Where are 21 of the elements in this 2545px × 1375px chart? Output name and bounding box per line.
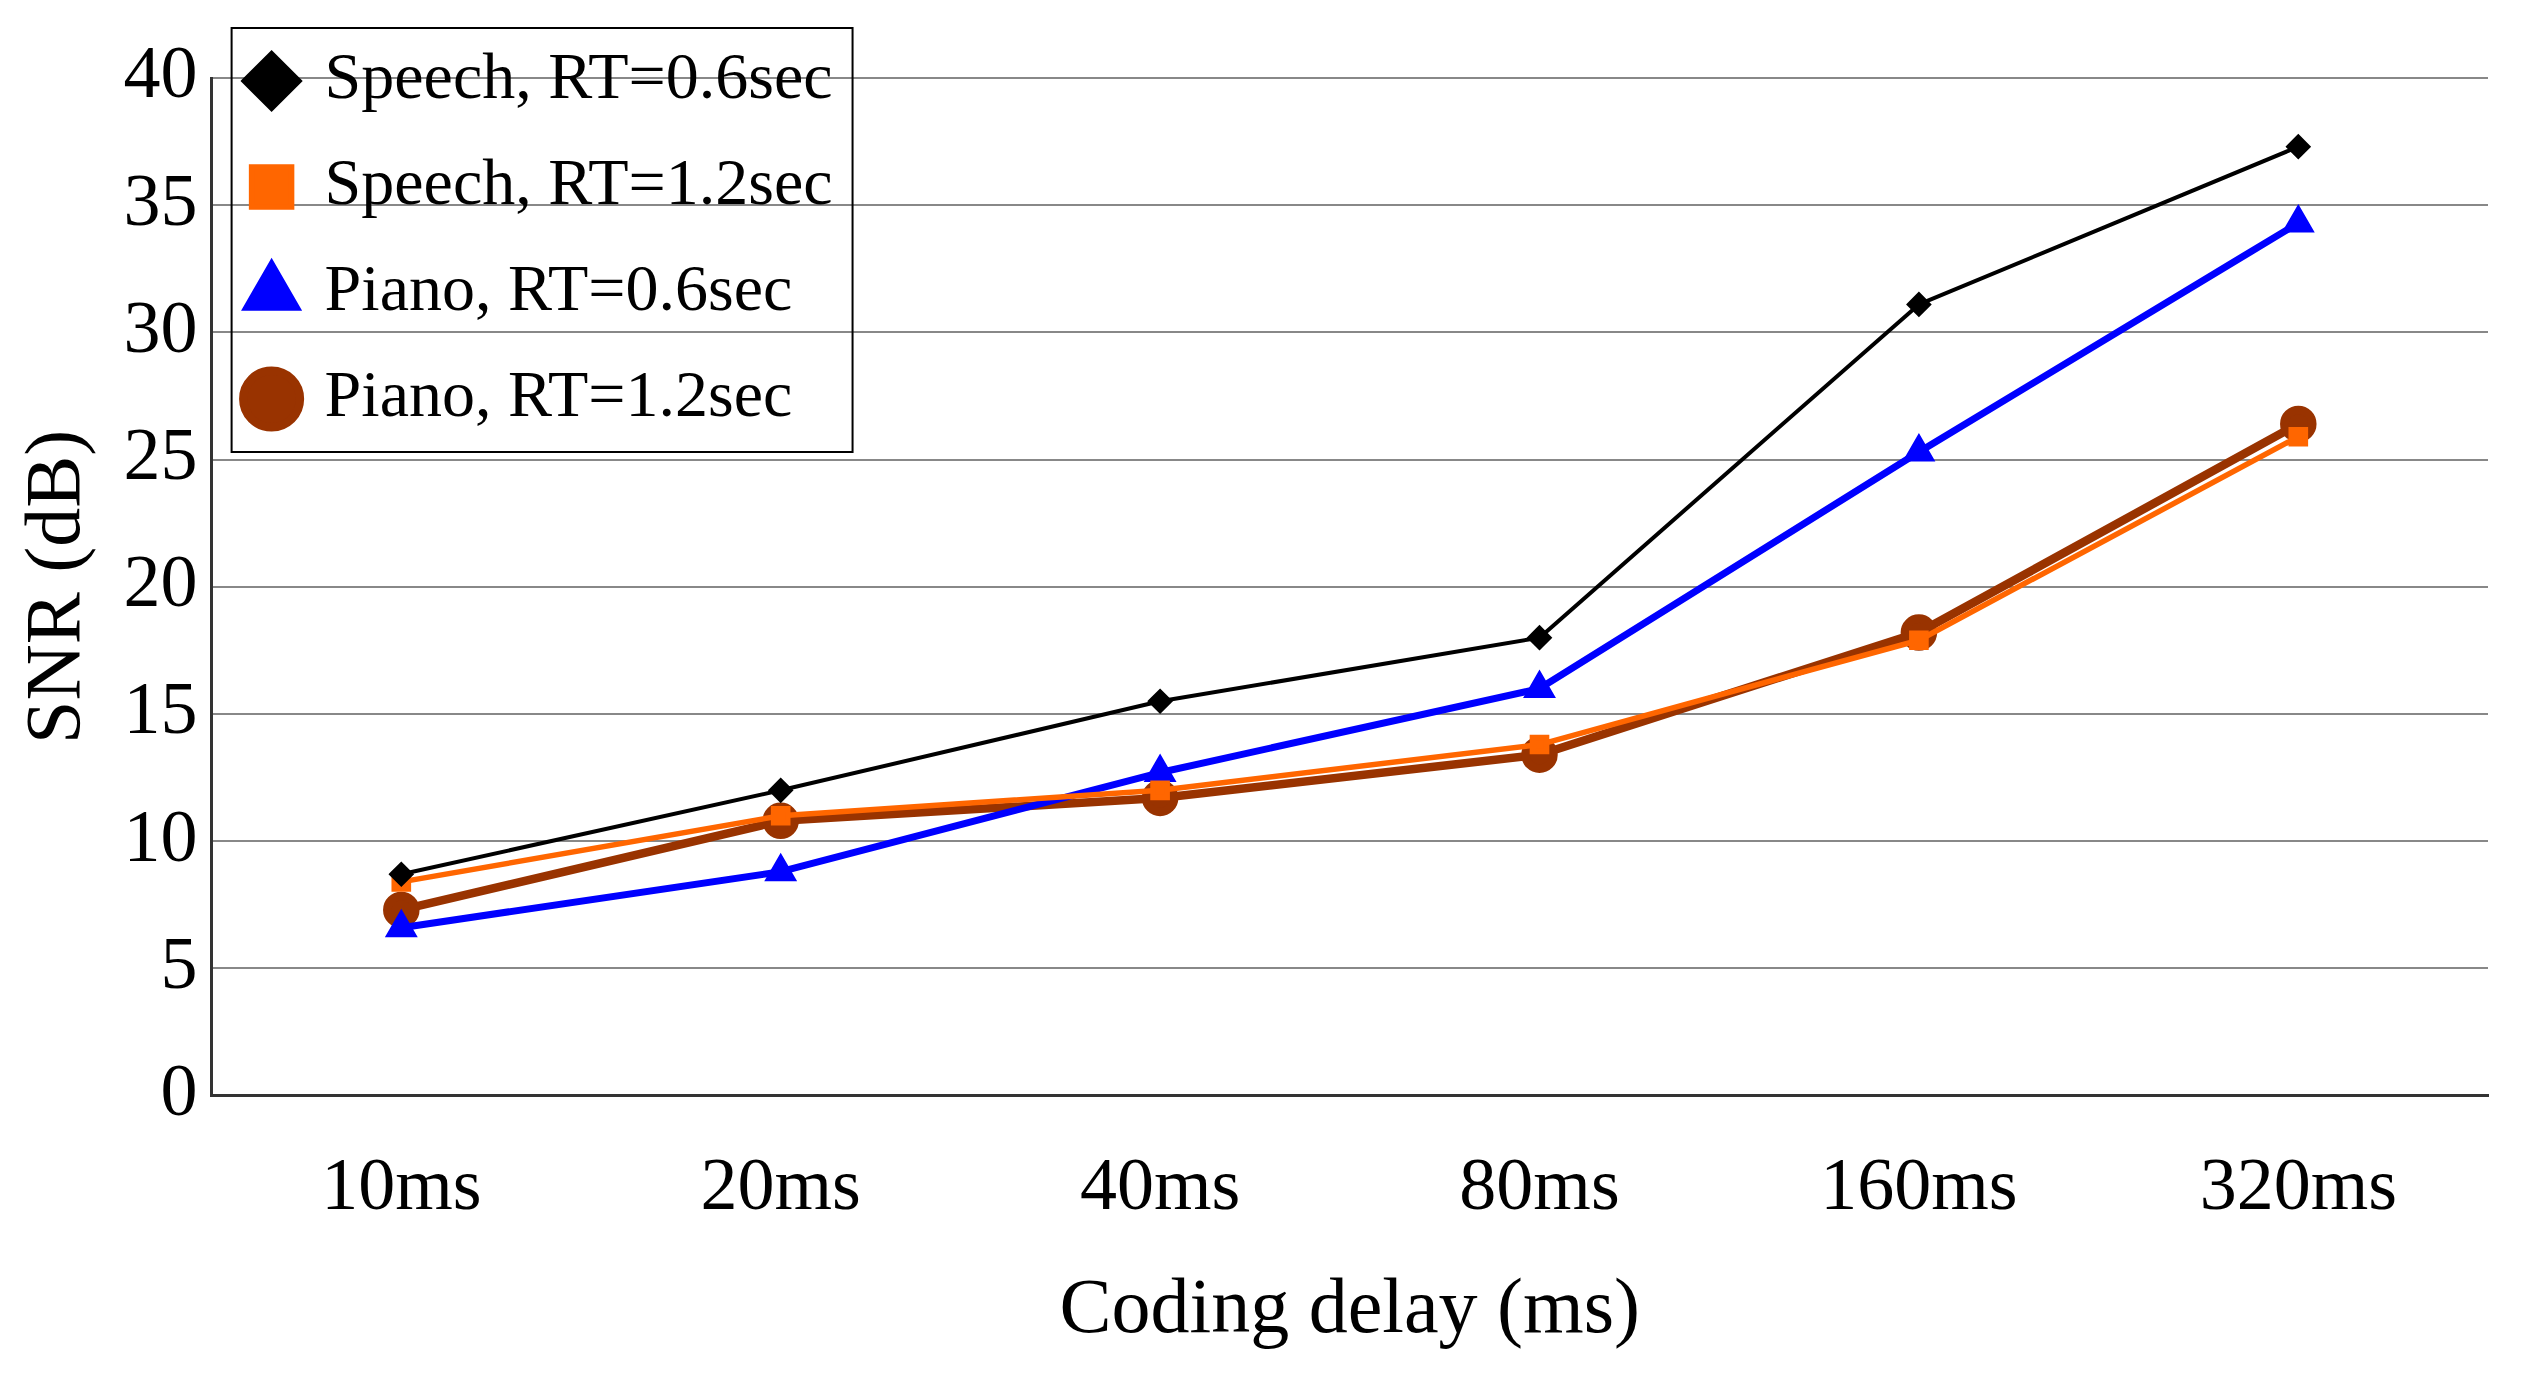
x-tick-label: 10ms <box>321 1143 482 1226</box>
y-tick-label: 30 <box>123 285 198 368</box>
legend-label: Speech, RT=1.2sec <box>324 145 833 219</box>
legend-label: Piano, RT=1.2sec <box>324 357 793 431</box>
y-axis-title: SNR (dB) <box>9 429 97 744</box>
x-tick-label: 40ms <box>1079 1143 1241 1226</box>
y-tick-label: 35 <box>123 158 198 241</box>
y-tick-label: 10 <box>123 794 198 877</box>
y-tick-label: 25 <box>123 413 198 496</box>
legend-label: Speech, RT=0.6sec <box>324 39 833 113</box>
y-tick-label: 20 <box>123 540 198 623</box>
x-tick-label: 80ms <box>1459 1143 1620 1226</box>
x-tick-label: 160ms <box>1820 1143 2018 1226</box>
x-tick-label: 20ms <box>700 1143 861 1226</box>
x-tick-label: 320ms <box>2199 1143 2397 1226</box>
y-tick-label: 0 <box>160 1049 198 1132</box>
legend-label: Piano, RT=0.6sec <box>324 251 793 325</box>
x-axis-title: Coding delay (ms) <box>1059 1261 1641 1349</box>
y-tick-label: 15 <box>123 667 198 750</box>
y-tick-label: 5 <box>160 921 198 1004</box>
y-tick-label: 40 <box>123 31 198 114</box>
